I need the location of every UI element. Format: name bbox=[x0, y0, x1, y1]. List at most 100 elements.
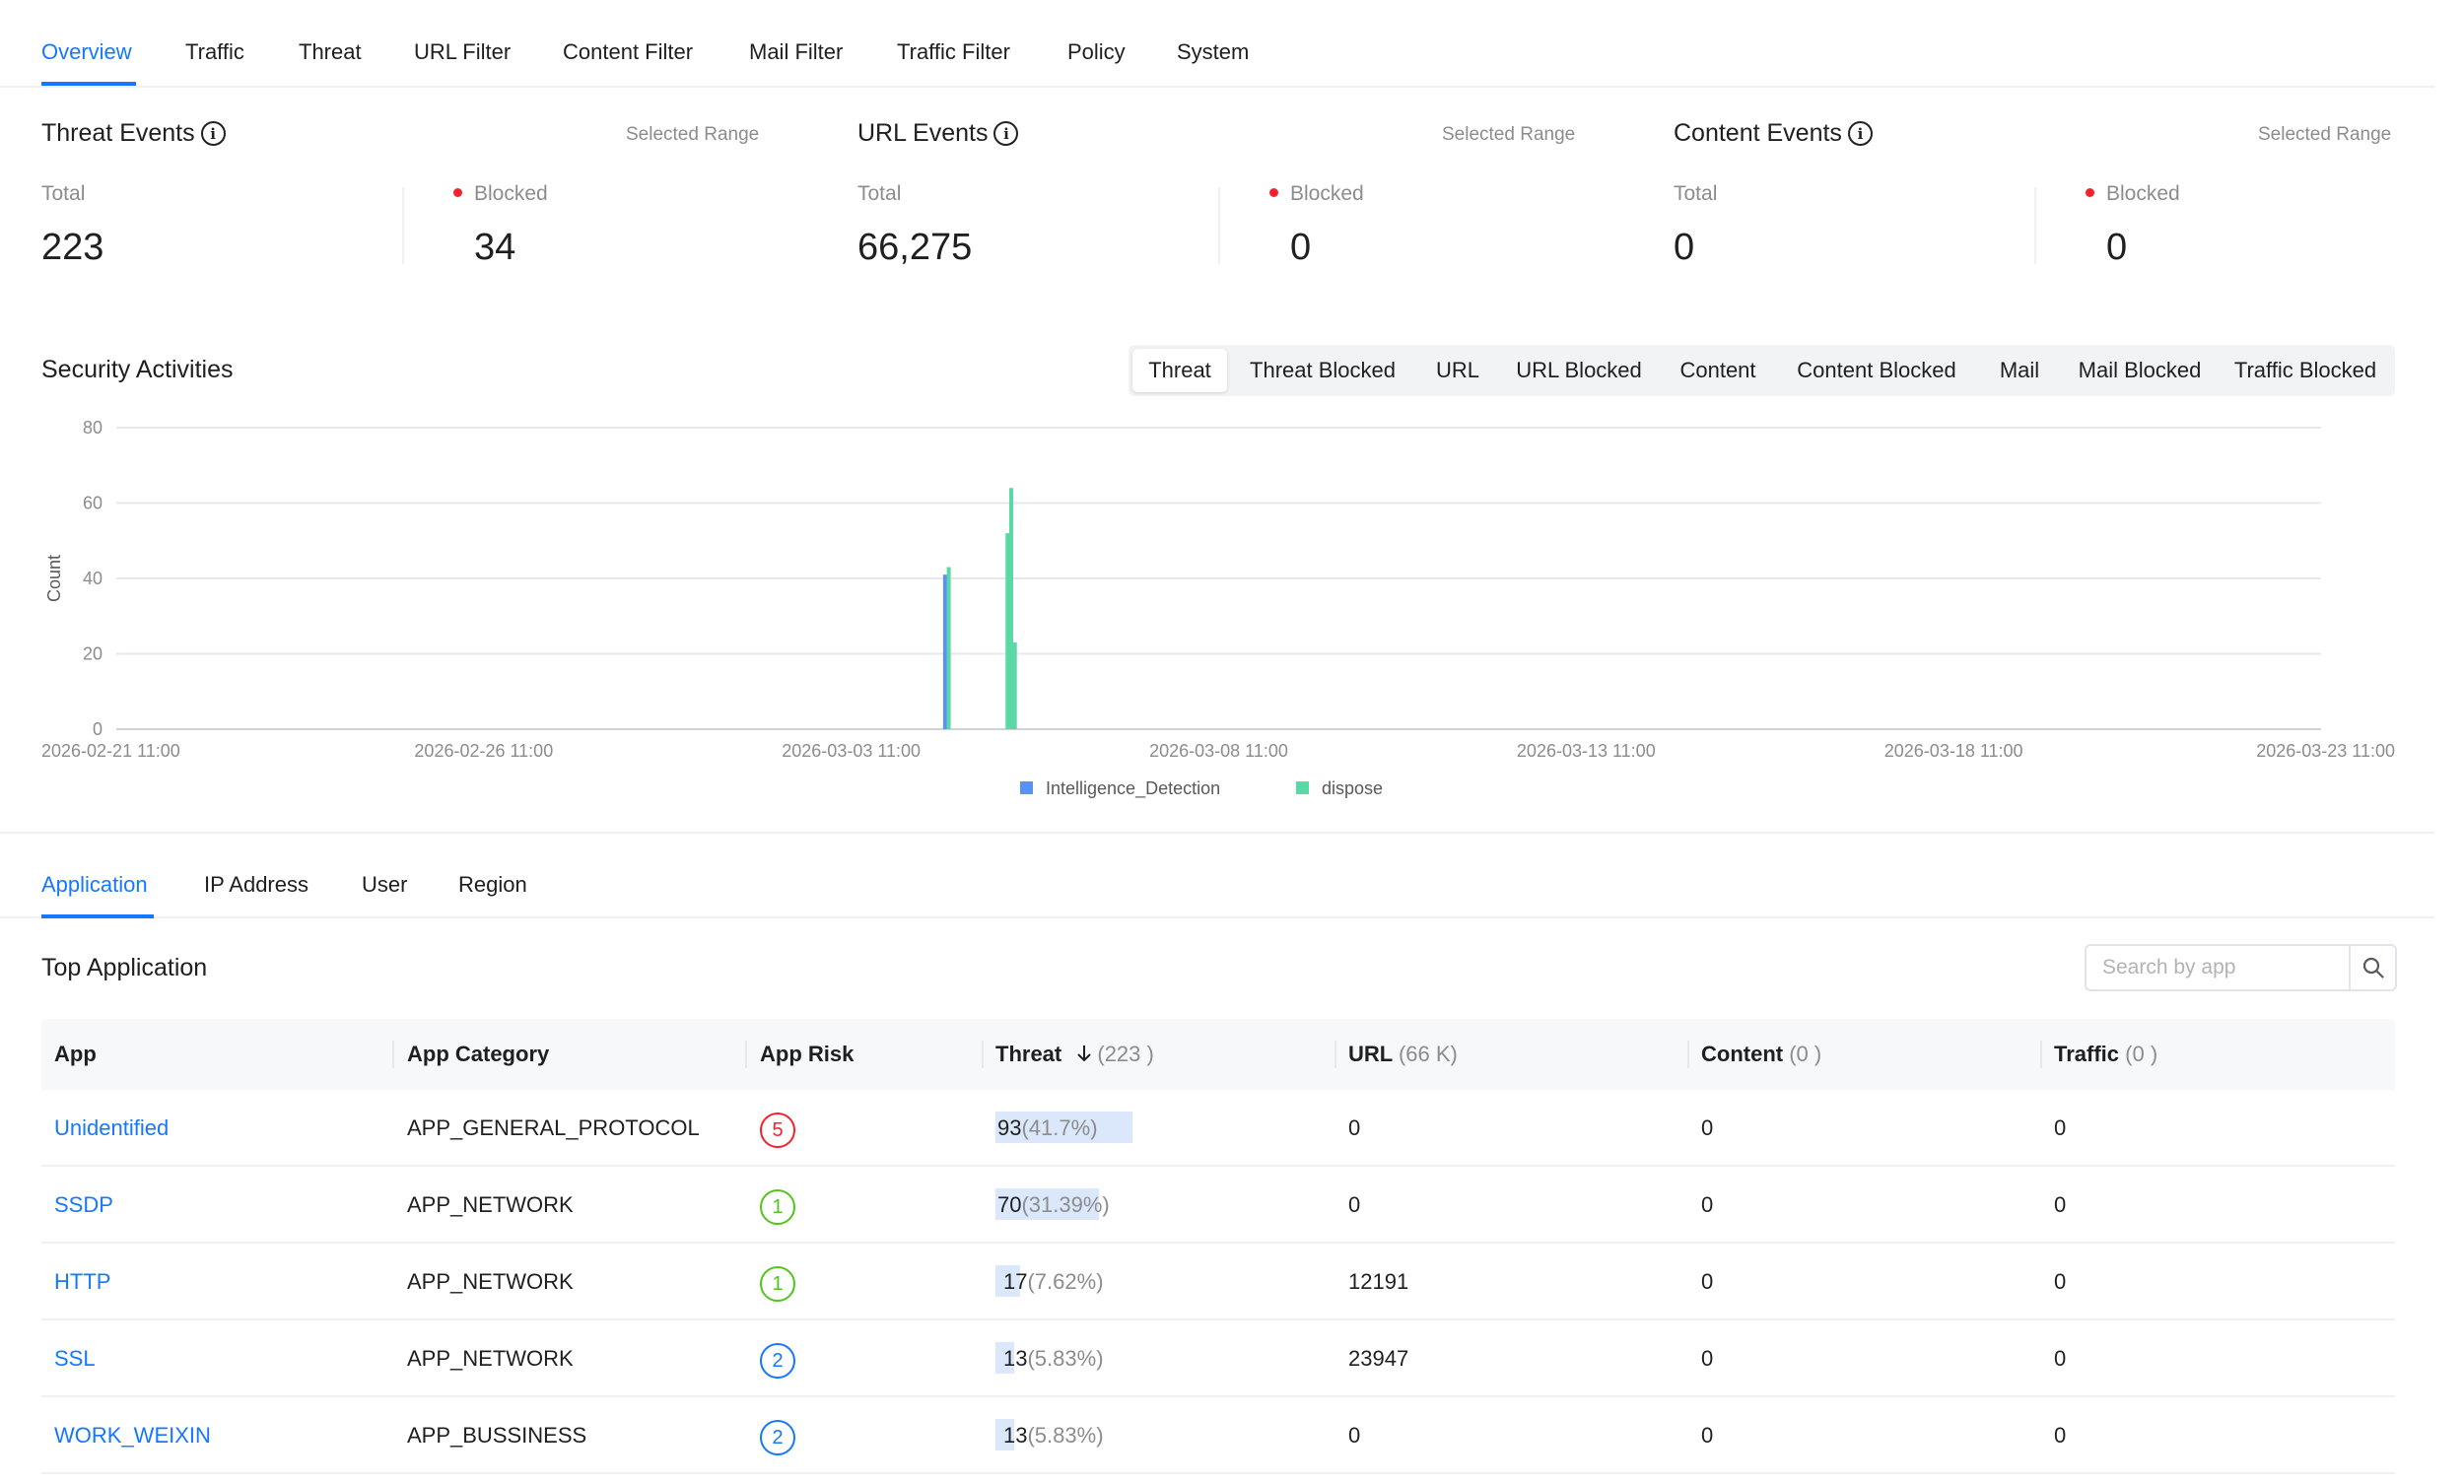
top-nav-tabs: Overview Traffic Threat URL Filter Conte… bbox=[0, 0, 2434, 88]
threat-percent: (31.39%) bbox=[1021, 1192, 1110, 1217]
segment-traffic-blocked[interactable]: Traffic Blocked bbox=[2233, 358, 2377, 382]
app-category: APP_NETWORK bbox=[407, 1269, 574, 1294]
risk-badge: 1 bbox=[760, 1189, 795, 1225]
card-title-text: Threat Events bbox=[41, 119, 195, 147]
search-button[interactable] bbox=[2349, 944, 2397, 991]
tab-user[interactable]: User bbox=[362, 872, 408, 897]
app-name-link[interactable]: SSDP bbox=[54, 1192, 113, 1217]
x-tick-label: 2026-03-18 11:00 bbox=[1884, 741, 2023, 761]
card-title-text: Content Events bbox=[1674, 119, 1842, 147]
y-tick-label: 40 bbox=[83, 569, 103, 588]
tab-application[interactable]: Application bbox=[41, 872, 148, 897]
blocked-dot bbox=[1269, 187, 1278, 197]
threat-count: 93 bbox=[997, 1115, 1022, 1140]
column-app-category[interactable]: App Category bbox=[407, 1042, 550, 1066]
chart-bar bbox=[1012, 642, 1017, 729]
url-count: 0 bbox=[1348, 1423, 1361, 1448]
segment-url[interactable]: URL bbox=[1435, 358, 1479, 382]
segment-content-blocked[interactable]: Content Blocked bbox=[1797, 358, 1956, 382]
threat-events-title: Threat Events i bbox=[41, 119, 226, 148]
url-count: 23947 bbox=[1348, 1346, 1409, 1371]
column-threat[interactable]: Threat (223 ) bbox=[995, 1019, 1154, 1090]
segment-threat-blocked[interactable]: Threat Blocked bbox=[1250, 358, 1396, 382]
blocked-label-text: Blocked bbox=[2106, 182, 2180, 205]
url-count: 0 bbox=[1348, 1115, 1361, 1140]
app-name-link[interactable]: SSL bbox=[54, 1346, 96, 1371]
x-tick-label: 2026-03-13 11:00 bbox=[1517, 741, 1656, 761]
threat-share-bar bbox=[995, 1265, 1020, 1297]
column-content[interactable]: Content (0 ) bbox=[1701, 1019, 1821, 1090]
tab-mail-filter[interactable]: Mail Filter bbox=[749, 39, 844, 64]
section-divider bbox=[0, 832, 2434, 834]
tab-ip-address[interactable]: IP Address bbox=[204, 872, 308, 897]
tab-policy[interactable]: Policy bbox=[1067, 39, 1126, 64]
url-events-title: URL Events i bbox=[857, 119, 1019, 148]
blocked-label-text: Blocked bbox=[1290, 182, 1364, 205]
app-name-link[interactable]: WORK_WEIXIN bbox=[54, 1423, 211, 1448]
info-icon[interactable]: i bbox=[993, 121, 1019, 146]
selected-range-label: Selected Range bbox=[626, 124, 760, 145]
threat-value: 70(31.39%) bbox=[997, 1167, 1110, 1244]
tab-overview[interactable]: Overview bbox=[41, 39, 132, 64]
threat-count: 13 bbox=[1003, 1346, 1028, 1371]
app-name-link[interactable]: HTTP bbox=[54, 1269, 111, 1294]
column-url[interactable]: URL (66 K) bbox=[1348, 1019, 1458, 1090]
threat-blocked-value: 34 bbox=[474, 227, 516, 268]
threat-count: 13 bbox=[1003, 1423, 1028, 1448]
search-input[interactable] bbox=[2085, 944, 2351, 991]
divider bbox=[1218, 187, 1220, 264]
tab-threat[interactable]: Threat bbox=[299, 39, 362, 64]
threat-value: 17(7.62%) bbox=[1003, 1244, 1104, 1320]
column-app-risk[interactable]: App Risk bbox=[760, 1042, 855, 1066]
threat-percent: (41.7%) bbox=[1021, 1115, 1098, 1140]
info-icon[interactable]: i bbox=[1847, 121, 1873, 146]
tab-traffic[interactable]: Traffic bbox=[185, 39, 244, 64]
segment-mail[interactable]: Mail bbox=[1999, 358, 2040, 382]
column-url-label: URL bbox=[1348, 1042, 1393, 1066]
app-category: APP_BUSSINESS bbox=[407, 1423, 587, 1448]
segment-threat[interactable]: Threat bbox=[1132, 349, 1227, 392]
column-url-total: (66 K) bbox=[1398, 1042, 1458, 1066]
tab-region[interactable]: Region bbox=[458, 872, 527, 897]
y-tick-label: 80 bbox=[83, 418, 103, 438]
security-activities-title: Security Activities bbox=[41, 356, 234, 383]
total-label: Total bbox=[857, 182, 902, 205]
column-traffic[interactable]: Traffic (0 ) bbox=[2054, 1019, 2157, 1090]
info-icon[interactable]: i bbox=[200, 121, 226, 146]
segment-content[interactable]: Content bbox=[1679, 358, 1756, 382]
tab-content-filter[interactable]: Content Filter bbox=[563, 39, 694, 64]
segment-url-blocked[interactable]: URL Blocked bbox=[1516, 358, 1642, 382]
security-activities-chart: 0 20 40 60 80 Count 2026-02-21 11:00 2026-02-26… bbox=[41, 418, 2395, 799]
table-row: SSDP APP_NETWORK 1 70(31.39%) 0 0 0 bbox=[41, 1167, 2395, 1244]
divider bbox=[2034, 187, 2036, 264]
legend-swatch bbox=[1296, 781, 1309, 794]
total-label: Total bbox=[1674, 182, 1718, 205]
tab-traffic-filter[interactable]: Traffic Filter bbox=[897, 39, 1010, 64]
content-events-title: Content Events i bbox=[1674, 119, 1873, 148]
threat-share-bar bbox=[995, 1419, 1014, 1450]
blocked-dot bbox=[453, 187, 462, 197]
app-category: APP_GENERAL_PROTOCOL bbox=[407, 1115, 700, 1140]
column-app[interactable]: App bbox=[54, 1042, 97, 1066]
content-count: 0 bbox=[1701, 1115, 1714, 1140]
column-traffic-label: Traffic bbox=[2054, 1042, 2120, 1066]
tab-url-filter[interactable]: URL Filter bbox=[414, 39, 512, 64]
segment-mail-blocked[interactable]: Mail Blocked bbox=[2078, 358, 2202, 382]
threat-value: 93(41.7%) bbox=[997, 1090, 1098, 1167]
blocked-dot bbox=[2086, 187, 2094, 197]
legend-label: dispose bbox=[1322, 778, 1383, 798]
url-total-value: 66,275 bbox=[857, 227, 973, 268]
card-title-text: URL Events bbox=[857, 119, 989, 147]
blocked-label: Blocked bbox=[453, 182, 548, 206]
tab-system[interactable]: System bbox=[1177, 39, 1250, 64]
sort-descending-icon[interactable] bbox=[1073, 1043, 1095, 1064]
app-name-link[interactable]: Unidentified bbox=[54, 1115, 170, 1140]
traffic-count: 0 bbox=[2054, 1269, 2067, 1294]
content-blocked-value: 0 bbox=[2106, 227, 2128, 268]
chart-bar bbox=[942, 574, 947, 729]
url-count: 0 bbox=[1348, 1192, 1361, 1217]
traffic-count: 0 bbox=[2054, 1346, 2067, 1371]
table-row: WORK_WEIXIN APP_BUSSINESS 2 13(5.83%) 0 0 0 bbox=[41, 1397, 2395, 1474]
y-tick-label: 0 bbox=[93, 719, 103, 739]
blocked-label-text: Blocked bbox=[474, 182, 548, 205]
